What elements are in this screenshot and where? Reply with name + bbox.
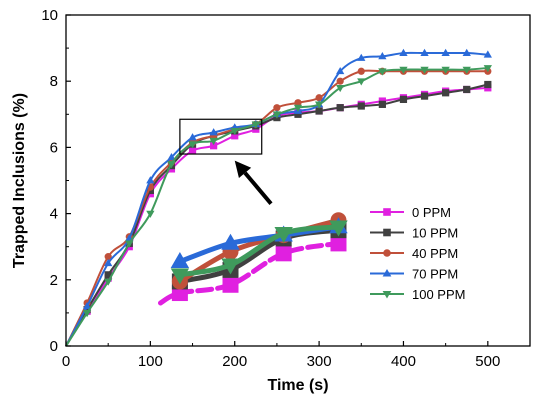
series-1-point: [399, 95, 408, 104]
inset-line-4: [177, 224, 341, 278]
series-4-point: [146, 210, 155, 218]
x-tick-label: 500: [475, 353, 500, 370]
series-0-point: [210, 142, 218, 150]
y-axis-title: Trapped Inclusions (%): [11, 93, 28, 268]
series-4-point: [336, 84, 345, 93]
series-4-point: [167, 161, 176, 169]
legend-label-0: 0 PPM: [412, 205, 451, 220]
series-4-point: [209, 137, 218, 146]
series-3-point: [104, 258, 113, 267]
series-1-point: [315, 107, 323, 115]
inset-series-4-point: [274, 227, 293, 244]
series-4-point: [483, 65, 492, 73]
series-3-point: [378, 52, 387, 60]
y-ticks: 0 2 4 6 8 10: [41, 7, 71, 355]
legend-marker-0: [383, 208, 391, 216]
series-1-point: [420, 92, 429, 100]
series-3-point: [462, 48, 471, 56]
series-4-point: [314, 101, 324, 109]
y-tick-label: 8: [50, 73, 58, 90]
series-3-point: [82, 301, 92, 310]
legend-marker-2: [383, 249, 391, 257]
x-tick-label: 0: [62, 353, 70, 370]
inset-series-0-point: [330, 235, 347, 252]
x-tick-label: 200: [222, 353, 247, 370]
arrow-shaft: [243, 171, 273, 205]
series-2-point: [273, 104, 281, 112]
legend-label-4: 100 PPM: [412, 287, 465, 302]
series-4-point: [230, 127, 239, 136]
series-3-point: [209, 128, 218, 136]
series-0-point: [188, 147, 197, 155]
series-2-point: [294, 99, 302, 107]
series-1-point: [442, 89, 450, 97]
arrow-head: [234, 160, 252, 179]
y-tick-label: 6: [50, 139, 58, 156]
series-4-point: [272, 111, 282, 119]
series-3-point: [483, 50, 492, 58]
legend-label-2: 40 PPM: [412, 246, 458, 261]
x-tick-label: 400: [391, 353, 416, 370]
series-4-point: [399, 66, 408, 74]
annotations: [179, 118, 273, 205]
series-1-point: [484, 80, 492, 89]
series-4-point: [251, 121, 260, 129]
x-axis-title: Time (s): [267, 377, 328, 394]
series-4-point: [82, 310, 92, 318]
legend-marker-4: [382, 290, 392, 299]
series-0-point: [231, 132, 239, 140]
plot-lines: [65, 48, 492, 347]
inset-series-3-point: [221, 233, 240, 250]
series-4-point: [378, 68, 387, 76]
series-2-point: [336, 77, 344, 85]
series-4-point: [104, 278, 113, 286]
x-ticks: 0 100 200 300 400 500: [62, 341, 500, 370]
series-1-point: [83, 305, 91, 314]
inset-series-4-point: [170, 268, 190, 285]
series-1-point: [336, 104, 344, 112]
series-2-point: [104, 253, 112, 261]
series-3-point: [399, 48, 408, 56]
legend-marker-1: [383, 228, 391, 237]
y-tick-label: 4: [50, 206, 58, 223]
series-4-point: [188, 141, 197, 149]
zoom-inset: [157, 212, 348, 306]
series-2-point: [315, 94, 323, 102]
series-4-point: [125, 240, 134, 248]
series-3-point: [441, 48, 450, 56]
series-3-point: [167, 153, 176, 161]
legend: 0 PPM 10 PPM 40 PPM 70 PPM 100 PPM: [370, 205, 465, 302]
inset-series-4-point: [221, 258, 240, 275]
series-4-point: [420, 66, 429, 74]
series-3-point: [188, 133, 197, 141]
inset-series-3-point: [170, 251, 190, 268]
series-1-point: [378, 100, 386, 108]
legend-label-1: 10 PPM: [412, 226, 458, 241]
series-2-point: [357, 67, 365, 75]
series-1-point: [357, 102, 365, 110]
inset-series-4-point: [329, 220, 348, 237]
series-3-point: [146, 176, 155, 184]
series-4-point: [357, 78, 366, 86]
zoom-box: [179, 118, 263, 155]
y-tick-label: 10: [41, 7, 58, 24]
series-4-point: [441, 66, 450, 74]
inset-series-0-point: [275, 245, 292, 262]
x-tick-label: 100: [138, 353, 163, 370]
series-4-point: [462, 66, 471, 74]
series-1-point: [294, 110, 302, 118]
series-3-point: [336, 66, 345, 75]
y-tick-label: 0: [50, 338, 58, 355]
series-3-point: [357, 53, 366, 61]
series-1-point: [104, 271, 112, 279]
series-1-point: [463, 85, 471, 94]
series-4-point: [293, 104, 303, 112]
series-3-point: [420, 48, 429, 56]
legend-label-3: 70 PPM: [412, 267, 458, 282]
inset-series-0-point: [222, 276, 239, 293]
y-tick-label: 2: [50, 272, 58, 289]
legend-marker-3: [382, 268, 392, 277]
x-tick-label: 300: [307, 353, 332, 370]
